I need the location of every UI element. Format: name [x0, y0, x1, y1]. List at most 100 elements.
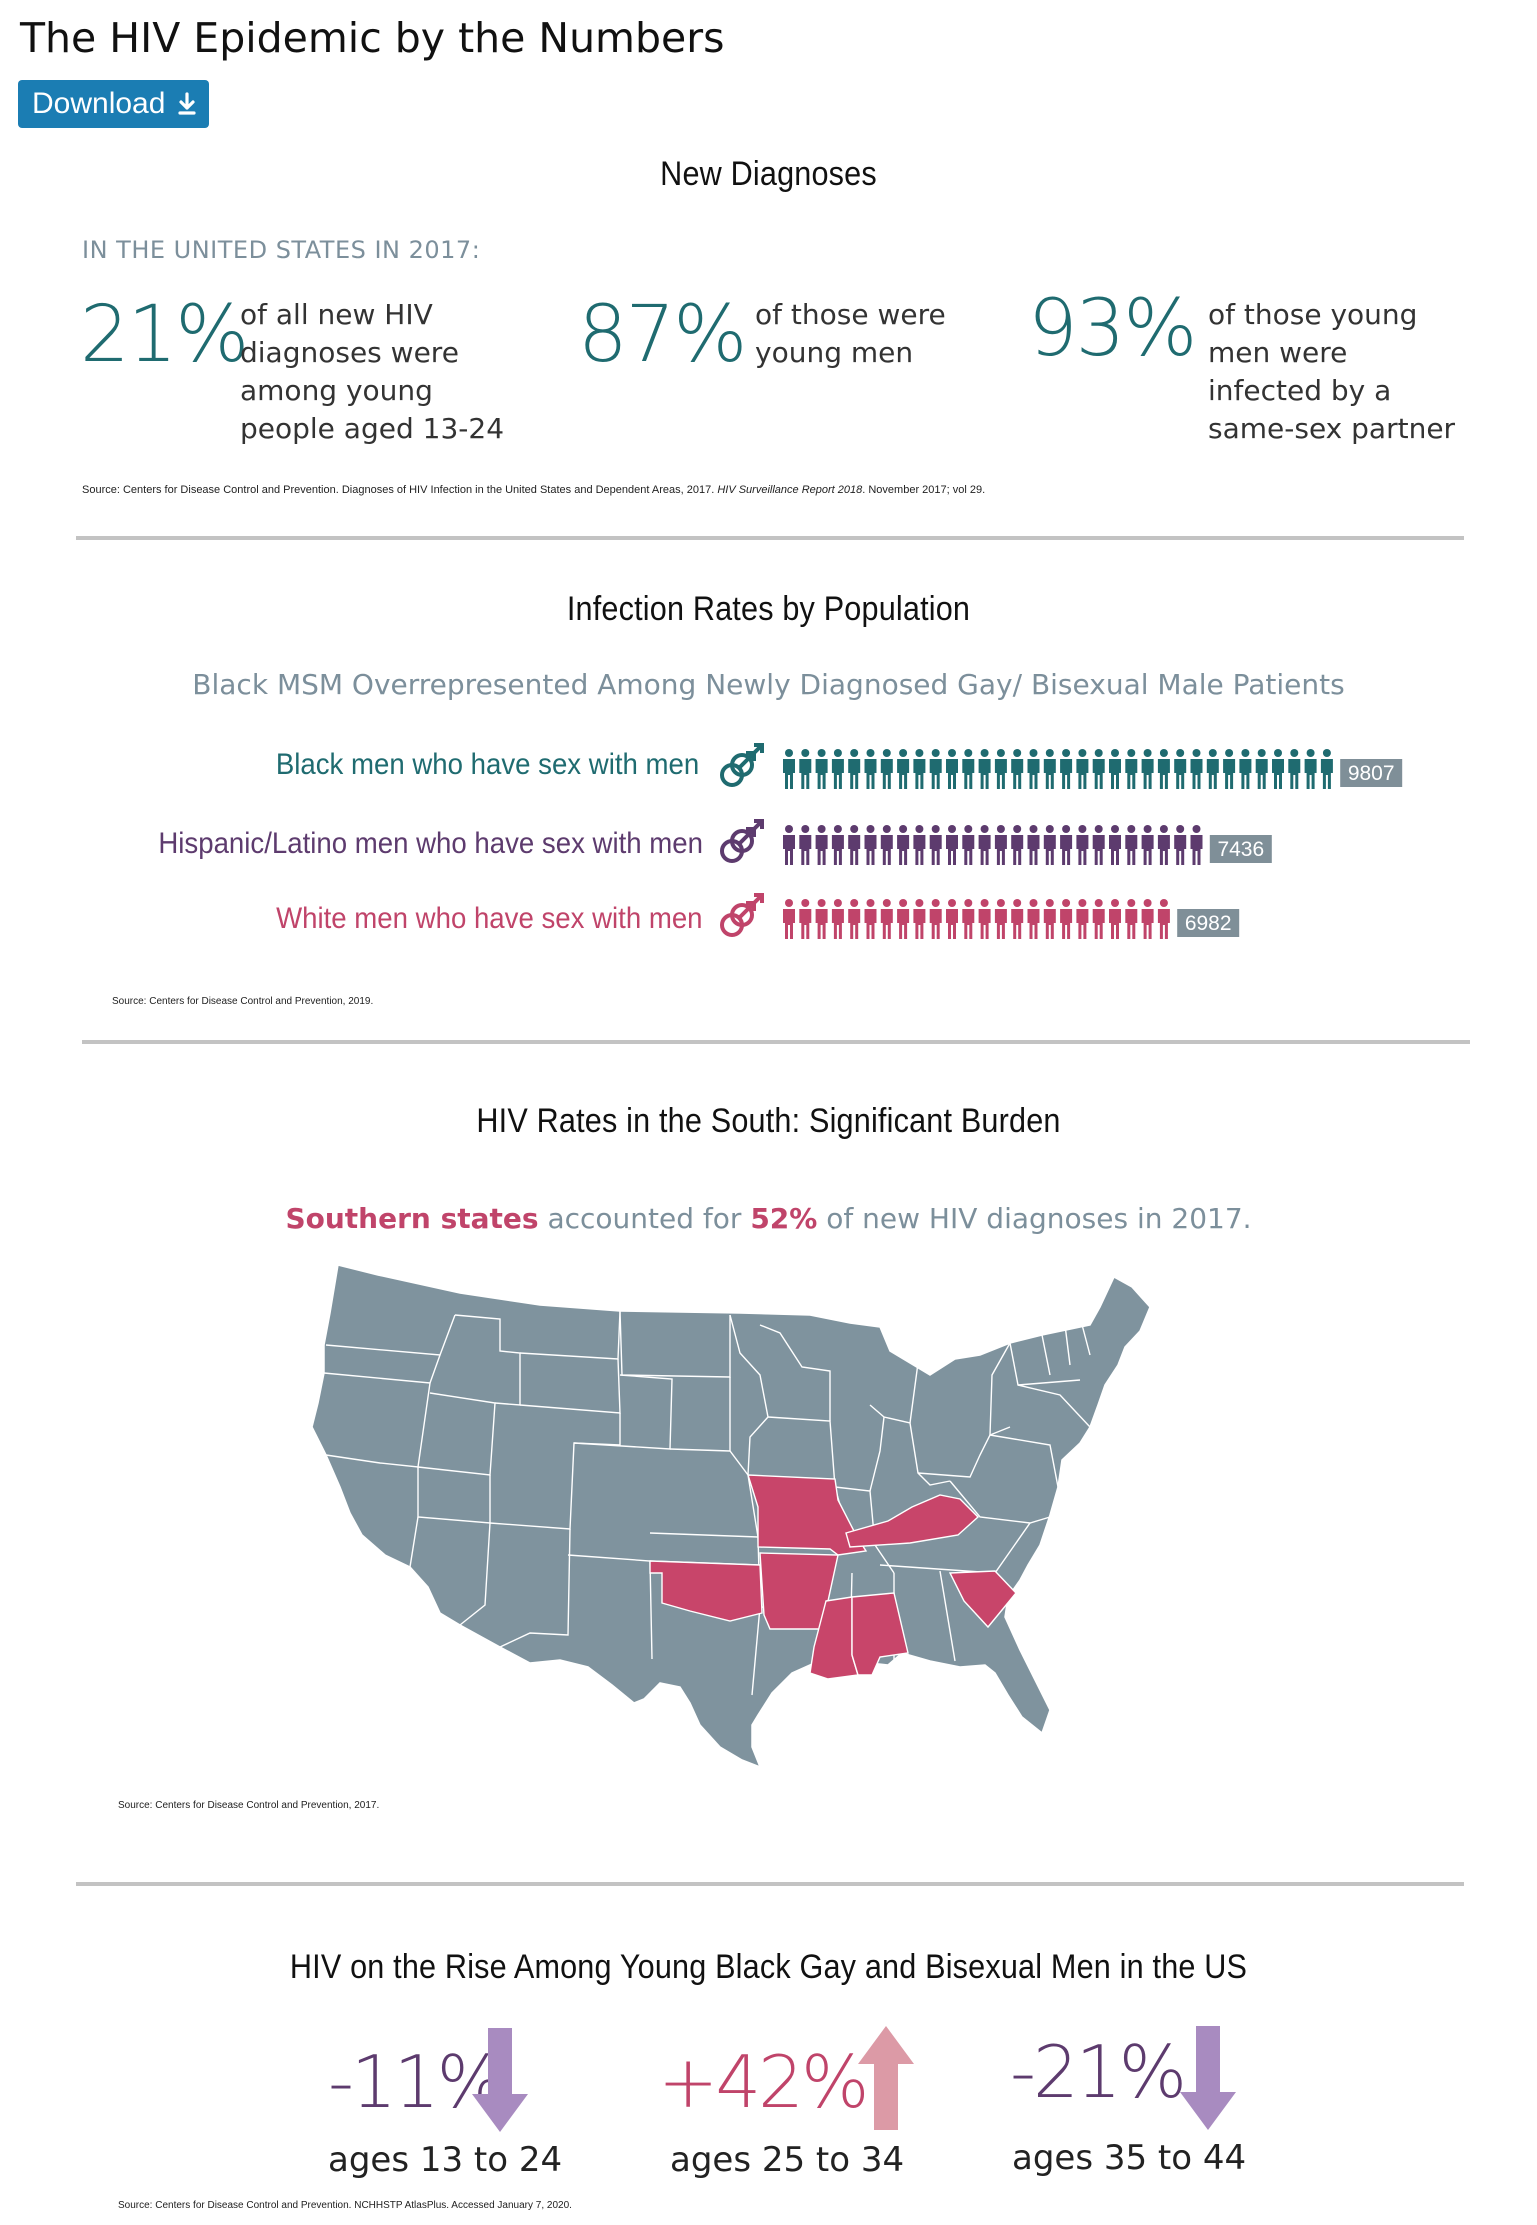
- download-button[interactable]: Download: [18, 80, 209, 128]
- person-icon: [1078, 899, 1087, 907]
- person-icon: [915, 749, 924, 757]
- person-icon: [785, 749, 793, 757]
- trend-pct-35-44: -21%: [1010, 2030, 1187, 2114]
- person-icon: [1094, 749, 1103, 757]
- pictogram-bar: [783, 749, 1333, 789]
- trend-label-13-24: ages 13 to 24: [328, 2140, 563, 2180]
- person-icon: [1060, 759, 1073, 789]
- person-icon: [801, 899, 810, 907]
- person-icon: [1174, 835, 1187, 865]
- person-icon: [882, 899, 891, 907]
- stat-93: 93%: [1028, 284, 1197, 374]
- person-icon: [1223, 759, 1236, 789]
- us-map-outline: [311, 1264, 1151, 1769]
- map-subtitle: Southern states accounted for 52% of new…: [0, 1202, 1537, 1235]
- person-icon: [1192, 749, 1201, 757]
- person-icon: [1143, 749, 1152, 757]
- person-icon: [1304, 759, 1317, 789]
- person-icon: [962, 835, 975, 865]
- person-icon: [1320, 759, 1333, 789]
- person-icon: [962, 909, 975, 939]
- person-icon: [850, 899, 859, 907]
- person-icon: [1045, 749, 1054, 757]
- person-icon: [799, 759, 812, 789]
- person-icon: [978, 835, 991, 865]
- person-icon: [1029, 825, 1038, 833]
- person-icon: [799, 835, 812, 865]
- person-icon: [882, 825, 891, 833]
- person-icon: [1094, 899, 1103, 907]
- value-label: 9807: [1348, 762, 1395, 785]
- bar-label-hispanic: Hispanic/Latino men who have sex with me…: [158, 827, 703, 860]
- person-icon: [899, 825, 908, 833]
- person-icon: [1045, 899, 1054, 907]
- download-icon: [178, 92, 197, 115]
- person-icon: [1176, 749, 1185, 757]
- missouri: [747, 1474, 868, 1556]
- person-icon: [799, 909, 812, 939]
- person-icon: [1078, 825, 1087, 833]
- person-icon: [931, 899, 940, 907]
- us-map: [311, 1264, 1151, 1769]
- arrow-down-icon: [1180, 2026, 1236, 2130]
- person-icon: [1043, 835, 1056, 865]
- person-icon: [1157, 759, 1170, 789]
- section-title-new-diagnoses: New Diagnoses: [660, 155, 877, 193]
- person-icon: [913, 909, 926, 939]
- stat-93-text: of those young men were infected by a sa…: [1208, 296, 1455, 448]
- person-icon: [1306, 749, 1315, 757]
- person-icon: [1111, 749, 1119, 757]
- person-icon: [915, 825, 924, 833]
- source-note-2: Source: Centers for Disease Control and …: [112, 996, 374, 1007]
- person-icon: [1078, 749, 1087, 757]
- person-icon: [897, 759, 910, 789]
- person-icon: [785, 899, 793, 907]
- person-icon: [801, 749, 810, 757]
- source-text: . November 2017; vol 29.: [862, 484, 986, 496]
- person-icon: [1206, 759, 1219, 789]
- pictogram-bar: [783, 825, 1203, 865]
- stat-line: of those young: [1208, 298, 1418, 331]
- person-icon: [1076, 909, 1089, 939]
- person-icon: [864, 759, 877, 789]
- person-icon: [1060, 909, 1073, 939]
- person-icon: [913, 759, 926, 789]
- person-icon: [978, 909, 991, 939]
- person-icon: [817, 899, 826, 907]
- gay-male-symbol-icon: [720, 893, 764, 937]
- person-icon: [994, 759, 1007, 789]
- stat-line: same-sex partner: [1208, 412, 1456, 445]
- value-label-box: [1177, 909, 1240, 937]
- person-icon: [1190, 759, 1203, 789]
- person-icon: [897, 835, 910, 865]
- person-icon: [1157, 835, 1170, 865]
- stat-line: men were: [1208, 336, 1348, 369]
- person-icon: [1027, 909, 1040, 939]
- stat-21: 21%: [80, 290, 249, 380]
- person-icon: [801, 825, 810, 833]
- person-icon: [980, 749, 989, 757]
- highlighted-states: [649, 1474, 1017, 1680]
- person-icon: [815, 835, 828, 865]
- person-icon: [815, 759, 828, 789]
- person-icon: [848, 759, 861, 789]
- person-icon: [833, 825, 842, 833]
- person-icon: [1272, 759, 1284, 789]
- south-carolina: [948, 1570, 1017, 1629]
- person-icon: [1109, 835, 1121, 865]
- text: accounted for: [538, 1202, 751, 1235]
- person-icon: [1125, 835, 1138, 865]
- stat-pct: 21%: [80, 290, 249, 380]
- stat-line: among young: [240, 374, 433, 407]
- pictogram-chart: 9807 7436 6982: [720, 743, 1403, 939]
- source-note-3: Source: Centers for Disease Control and …: [118, 1800, 380, 1811]
- person-icon: [831, 909, 844, 939]
- person-icon: [1190, 835, 1203, 865]
- divider: [76, 536, 1464, 540]
- trend-pct-25-34: +42%: [658, 2040, 869, 2124]
- person-icon: [850, 825, 859, 833]
- person-icon: [1062, 749, 1071, 757]
- person-icon: [880, 835, 893, 865]
- person-icon: [1143, 899, 1152, 907]
- person-icon: [948, 825, 956, 833]
